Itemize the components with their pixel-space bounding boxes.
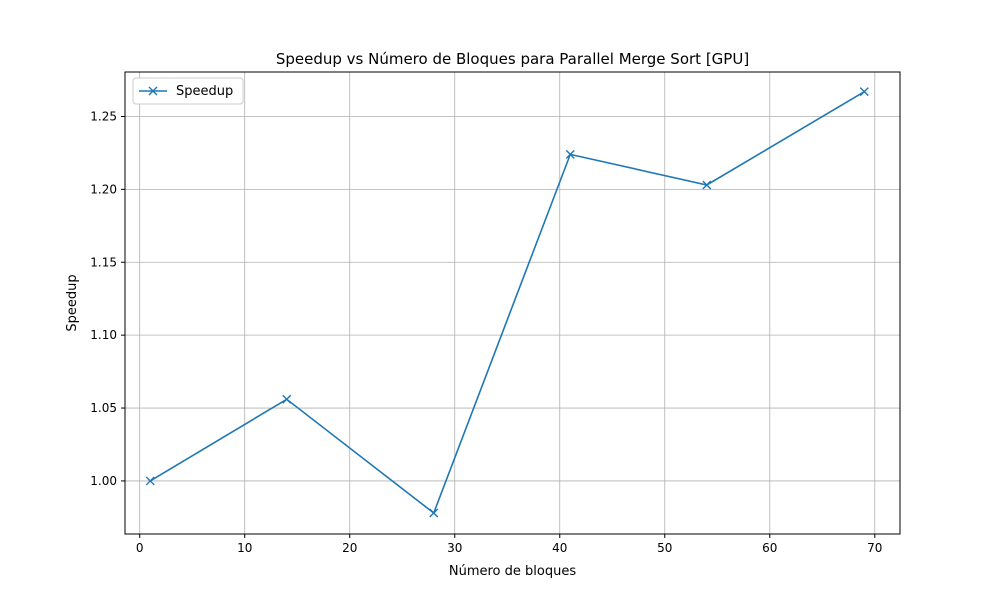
x-tick-label: 20 bbox=[342, 541, 357, 555]
y-tick-label: 1.00 bbox=[90, 474, 117, 488]
x-tick-label: 60 bbox=[762, 541, 777, 555]
data-point-marker bbox=[702, 180, 712, 190]
y-tick-label: 1.15 bbox=[90, 255, 117, 269]
x-tick-label: 70 bbox=[867, 541, 882, 555]
data-point-marker bbox=[145, 476, 155, 486]
x-tick-label: 10 bbox=[237, 541, 252, 555]
x-axis-label: Número de bloques bbox=[449, 564, 576, 579]
y-axis-label: Speedup bbox=[65, 274, 80, 331]
chart-title: Speedup vs Número de Bloques para Parall… bbox=[276, 50, 749, 68]
x-tick-label: 40 bbox=[552, 541, 567, 555]
data-point-marker bbox=[565, 149, 575, 159]
legend-box bbox=[132, 77, 244, 105]
tick-layer: 0 10 20 30 40 50 60 70 1.00 1.05 1.10 1.15 1.20 1.25 bbox=[90, 109, 882, 555]
data-point-marker bbox=[859, 87, 869, 97]
data-point-marker bbox=[282, 394, 292, 404]
x-tick-label: 0 bbox=[136, 541, 144, 555]
y-tick-label: 1.05 bbox=[90, 401, 117, 415]
y-tick-label: 1.25 bbox=[90, 109, 117, 123]
data-point-marker bbox=[429, 508, 439, 518]
plot-frame bbox=[124, 71, 901, 535]
y-tick-label: 1.10 bbox=[90, 328, 117, 342]
legend-label: Speedup bbox=[176, 84, 233, 99]
x-tick-label: 30 bbox=[447, 541, 462, 555]
grid-lines bbox=[125, 72, 900, 534]
x-tick-label: 50 bbox=[657, 541, 672, 555]
legend-x-marker-icon bbox=[148, 86, 158, 96]
series-line bbox=[149, 90, 865, 515]
series-layer bbox=[145, 87, 869, 518]
y-tick-label: 1.20 bbox=[90, 182, 117, 196]
legend: Speedup bbox=[132, 77, 244, 105]
